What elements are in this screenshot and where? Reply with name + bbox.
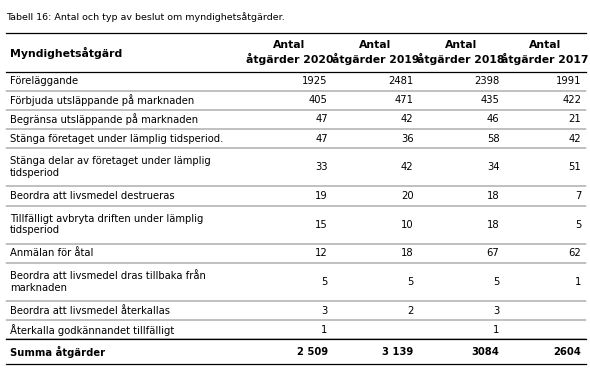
Text: 2 509: 2 509 <box>297 347 327 357</box>
Text: 1: 1 <box>322 325 327 335</box>
Text: 19: 19 <box>315 191 327 201</box>
Text: 1925: 1925 <box>302 76 327 86</box>
Text: 18: 18 <box>487 191 499 201</box>
Text: 42: 42 <box>401 162 414 172</box>
Text: 5: 5 <box>322 277 327 287</box>
Text: 2398: 2398 <box>474 76 499 86</box>
Text: 5: 5 <box>575 220 581 230</box>
Text: 36: 36 <box>401 134 414 144</box>
Text: 42: 42 <box>569 134 581 144</box>
Text: Anmälan för åtal: Anmälan för åtal <box>10 248 93 258</box>
Text: 21: 21 <box>568 115 581 125</box>
Text: 405: 405 <box>309 95 327 105</box>
Text: Beordra att livsmedel dras tillbaka från
marknaden: Beordra att livsmedel dras tillbaka från… <box>10 271 206 293</box>
Text: 46: 46 <box>487 115 499 125</box>
Text: 435: 435 <box>480 95 499 105</box>
Text: Begränsa utsläppande på marknaden: Begränsa utsläppande på marknaden <box>10 114 198 125</box>
Text: 1991: 1991 <box>556 76 581 86</box>
Text: 1: 1 <box>575 277 581 287</box>
Text: 62: 62 <box>568 248 581 258</box>
Text: 1: 1 <box>493 325 499 335</box>
Text: Antal
åtgärder 2020: Antal åtgärder 2020 <box>246 40 333 65</box>
Text: 51: 51 <box>568 162 581 172</box>
Text: 3084: 3084 <box>471 347 499 357</box>
Text: 47: 47 <box>315 134 327 144</box>
Text: 15: 15 <box>315 220 327 230</box>
Text: Myndighetsåtgärd: Myndighetsåtgärd <box>10 46 122 59</box>
Text: 2: 2 <box>407 306 414 316</box>
Text: Summa åtgärder: Summa åtgärder <box>10 346 105 358</box>
Text: 422: 422 <box>562 95 581 105</box>
Text: Stänga företaget under lämplig tidsperiod.: Stänga företaget under lämplig tidsperio… <box>10 134 224 144</box>
Text: 33: 33 <box>315 162 327 172</box>
Text: 471: 471 <box>395 95 414 105</box>
Text: 34: 34 <box>487 162 499 172</box>
Text: 58: 58 <box>487 134 499 144</box>
Text: Tillfälligt avbryta driften under lämplig
tidsperiod: Tillfälligt avbryta driften under lämpli… <box>10 214 204 236</box>
Text: Beordra att livsmedel destrueras: Beordra att livsmedel destrueras <box>10 191 175 201</box>
Text: 47: 47 <box>315 115 327 125</box>
Text: Beordra att livsmedel återkallas: Beordra att livsmedel återkallas <box>10 306 170 316</box>
Text: 20: 20 <box>401 191 414 201</box>
Text: 42: 42 <box>401 115 414 125</box>
Text: 12: 12 <box>315 248 327 258</box>
Text: Antal
åtgärder 2017: Antal åtgärder 2017 <box>502 40 589 65</box>
Text: 7: 7 <box>575 191 581 201</box>
Text: 18: 18 <box>401 248 414 258</box>
Text: Antal
åtgärder 2018: Antal åtgärder 2018 <box>418 40 505 65</box>
Text: Föreläggande: Föreläggande <box>10 76 78 86</box>
Text: 18: 18 <box>487 220 499 230</box>
Text: 2604: 2604 <box>553 347 581 357</box>
Text: Tabell 16: Antal och typ av beslut om myndighetsåtgärder.: Tabell 16: Antal och typ av beslut om my… <box>6 12 284 22</box>
Text: 10: 10 <box>401 220 414 230</box>
Text: 2481: 2481 <box>388 76 414 86</box>
Text: 3: 3 <box>493 306 499 316</box>
Text: Stänga delar av företaget under lämplig
tidsperiod: Stänga delar av företaget under lämplig … <box>10 157 211 178</box>
Text: 3 139: 3 139 <box>382 347 414 357</box>
Text: 3: 3 <box>322 306 327 316</box>
Text: Förbjuda utsläppande på marknaden: Förbjuda utsläppande på marknaden <box>10 94 194 106</box>
Text: 5: 5 <box>493 277 499 287</box>
Text: 5: 5 <box>407 277 414 287</box>
Text: 67: 67 <box>487 248 499 258</box>
Text: Antal
åtgärder 2019: Antal åtgärder 2019 <box>332 40 419 65</box>
Text: Återkalla godkännandet tillfälligt: Återkalla godkännandet tillfälligt <box>10 324 174 336</box>
